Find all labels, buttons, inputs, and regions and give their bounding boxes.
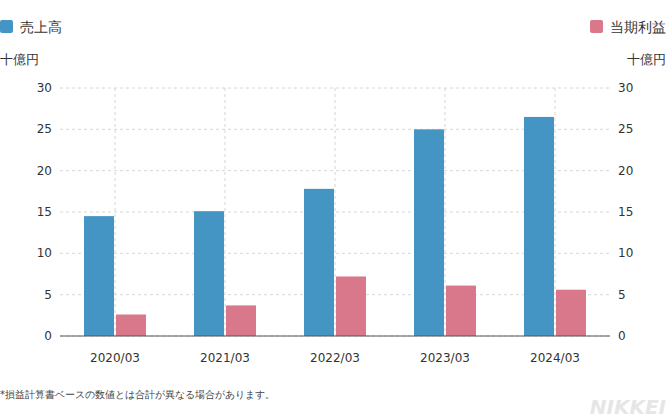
bar [194,211,224,336]
x-tick-label: 2022/03 [310,351,360,365]
y2-tick-label: 10 [618,246,633,260]
bar [226,305,256,336]
y-tick-label: 20 [37,164,52,178]
bar [336,276,366,336]
y-tick-label: 30 [37,81,52,95]
grid-line [60,336,610,337]
bar [116,315,146,336]
y2-axis-label: 十億円 [627,52,666,67]
bar [84,216,114,336]
credit: NIKKEI [590,395,667,416]
bars [84,117,586,336]
y2-tick-label: 25 [618,122,633,136]
bar [304,189,334,336]
bar [556,290,586,336]
y-tick-label: 10 [37,246,52,260]
chart-svg: 0 5 10 15 20 25 30 0 5 10 15 20 25 30 2020/03 2021/03 20… [0,0,668,416]
x-axis [60,336,610,337]
y-tick-label: 0 [44,329,52,343]
x-tick-label: 2020/03 [90,351,140,365]
x-tick-label: 2023/03 [420,351,470,365]
y2-tick-label: 5 [618,288,626,302]
chart-root: 0 5 10 15 20 25 30 0 5 10 15 20 25 30 2020/03 2021/03 20… [0,0,668,416]
y-tick-label: 15 [37,205,52,219]
y-axis-label: 十億円 [0,52,39,67]
x-tick-label: 2021/03 [200,351,250,365]
bar [446,286,476,336]
bar [414,129,444,336]
legend-label: 売上高 [20,19,62,35]
grid-line-vertical [445,88,446,336]
bar [524,117,554,336]
y2-tick-label: 20 [618,164,633,178]
y-tick-label: 25 [37,122,52,136]
grid-line-vertical [555,88,556,336]
footnote: *損益計算書ベースの数値とは合計が異なる場合があります。 [0,389,275,400]
y-tick-label: 5 [44,288,52,302]
legend-label: 当期利益 [610,19,666,35]
y2-tick-label: 15 [618,205,633,219]
x-tick-label: 2024/03 [530,351,580,365]
grid-line-vertical [115,88,116,336]
grid-line-vertical [335,88,336,336]
y2-tick-label: 0 [618,329,626,343]
y2-tick-label: 30 [618,81,633,95]
legend-swatch [590,20,603,33]
grid-line-vertical [225,88,226,336]
legend-swatch [0,20,13,33]
